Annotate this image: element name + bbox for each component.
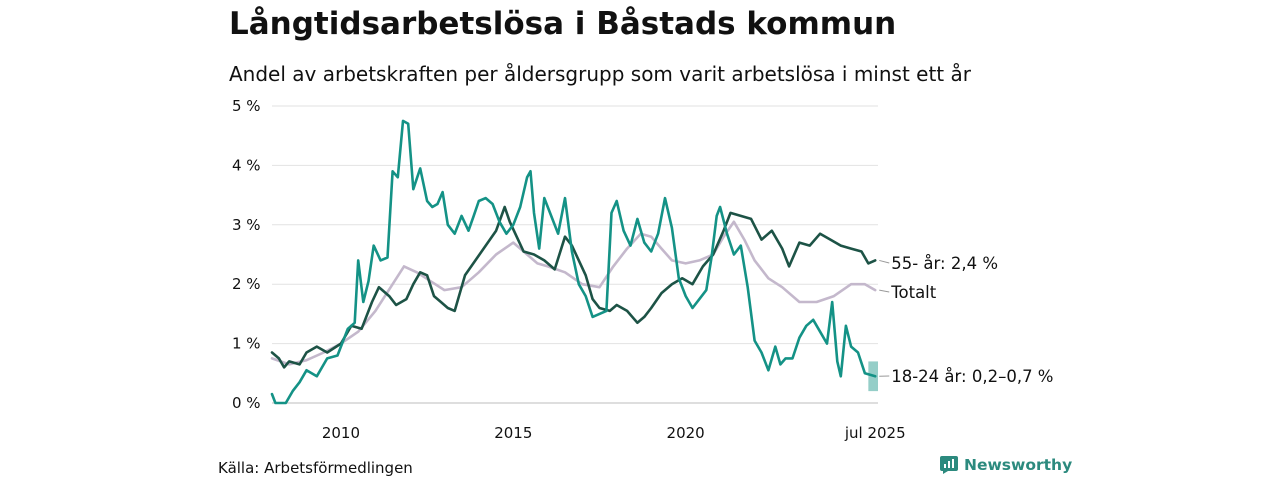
x-tick-label: 2020 — [667, 424, 705, 442]
series-label-connector — [879, 259, 890, 264]
y-tick-label: 0 % — [232, 394, 261, 412]
y-axis-ticks: 0 % 1 % 2 % 3 % 4 % 5 % — [232, 97, 261, 412]
chart-title: Långtidsarbetslösa i Båstads kommun — [229, 6, 897, 42]
y-tick-label: 2 % — [232, 275, 261, 293]
brand-logo: Newsworthy — [940, 456, 1072, 474]
x-tick-label: 2015 — [494, 424, 532, 442]
series-label-connector — [879, 289, 890, 293]
source-note: Källa: Arbetsförmedlingen — [218, 459, 413, 477]
x-tick-label: 2010 — [322, 424, 360, 442]
series-label: 55- år: 2,4 % — [891, 254, 998, 273]
newsworthy-logo-icon — [940, 456, 958, 474]
series-lines — [270, 119, 877, 405]
chart-subtitle: Andel av arbetskraften per åldersgrupp s… — [229, 62, 971, 86]
x-axis-ticks: 2010 2015 2020 jul 2025 — [322, 424, 906, 442]
y-tick-label: 5 % — [232, 97, 261, 115]
series-line-1 — [270, 205, 877, 369]
y-tick-label: 1 % — [232, 335, 261, 353]
y-tick-label: 3 % — [232, 216, 261, 234]
series-line-0 — [270, 220, 877, 366]
brand-name: Newsworthy — [964, 456, 1073, 474]
series-label: Totalt — [890, 283, 937, 302]
series-labels: Totalt 55- år: 2,4 % 18-24 år: 0,2–0,7 % — [879, 254, 1054, 386]
series-label: 18-24 år: 0,2–0,7 % — [891, 367, 1053, 386]
series-line-2 — [270, 119, 877, 405]
y-tick-label: 4 % — [232, 156, 261, 174]
x-tick-label: jul 2025 — [844, 424, 906, 442]
